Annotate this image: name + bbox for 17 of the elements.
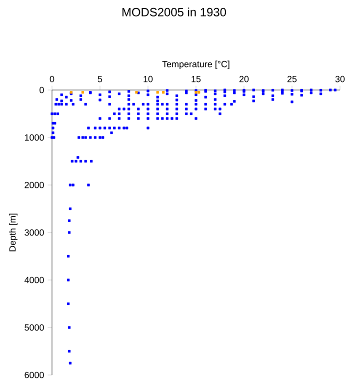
y-tick-label: 6000 <box>24 372 44 378</box>
y-tick-label: 5000 <box>24 324 44 331</box>
x-tick-label: 0 <box>50 76 54 82</box>
x-tick-label: 5 <box>98 76 102 82</box>
x-tick-label: 10 <box>144 76 152 82</box>
y-tick-label: 3000 <box>24 229 44 236</box>
x-tick-label: 15 <box>192 76 200 82</box>
chart-title: MODS2005 in 1930 <box>122 8 226 16</box>
x-tick-label: 30 <box>335 76 344 82</box>
y-axis-title: Depth [m] <box>8 214 18 252</box>
x-tick-label: 25 <box>287 76 296 82</box>
y-tick-label: 1000 <box>24 134 44 141</box>
x-axis-title: Temperature [°C] <box>162 60 230 70</box>
y-tick-label: 0 <box>39 86 44 94</box>
y-tick-label: 4000 <box>24 276 44 284</box>
x-tick-label: 20 <box>239 76 248 82</box>
y-tick-label: 2000 <box>24 182 44 188</box>
